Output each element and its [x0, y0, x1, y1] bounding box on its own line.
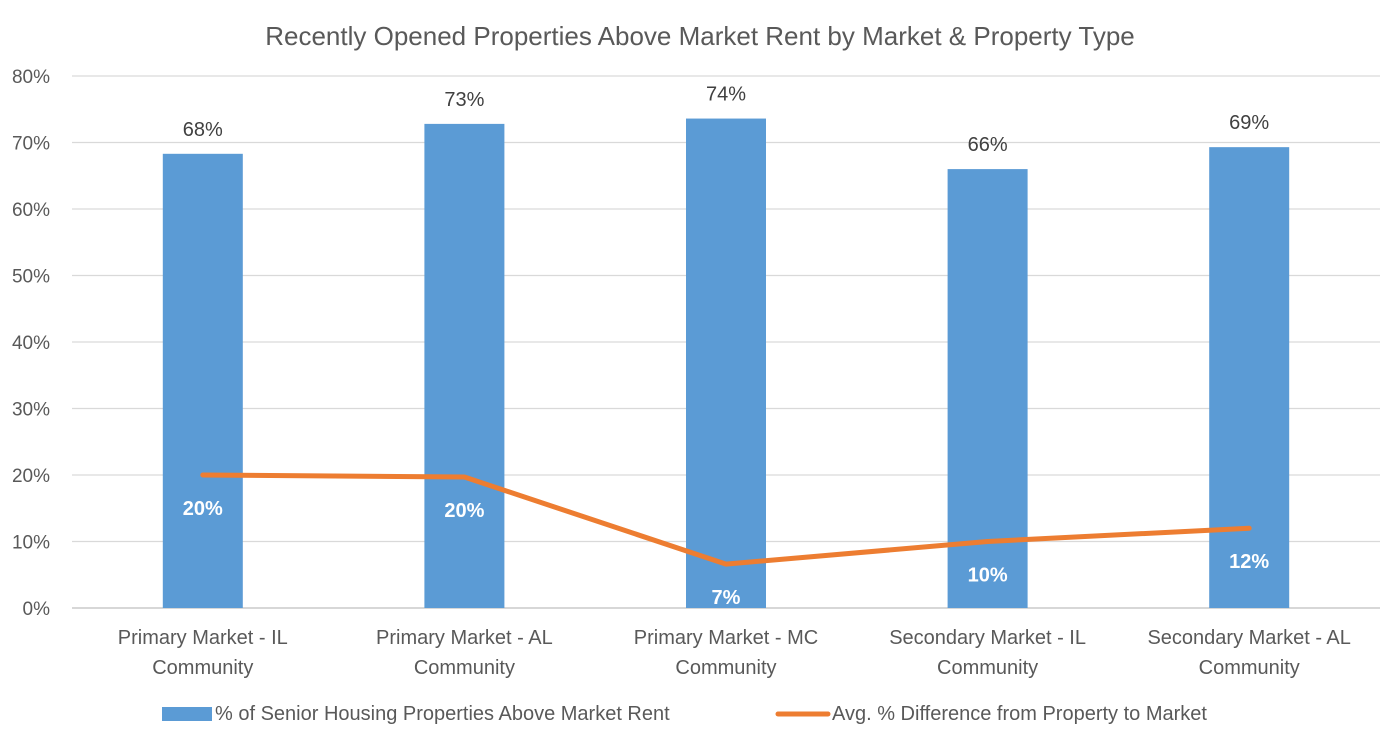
line-data-label: 12%: [1229, 551, 1269, 573]
x-axis-ticks: Primary Market - IL Community Primary Mark…: [118, 627, 1351, 679]
x-tick-label: Primary Market - MC: [634, 627, 818, 649]
y-tick-label: 70%: [12, 134, 50, 155]
legend-label-bar: % of Senior Housing Properties Above Mar…: [215, 703, 670, 725]
bar: [424, 123, 505, 608]
x-tick-label: Secondary Market - IL: [889, 627, 1086, 649]
bar: [947, 169, 1028, 608]
y-tick-label: 50%: [12, 267, 50, 288]
line-data-labels: 20% 20% 7% 10% 12%: [183, 498, 1270, 609]
y-tick-label: 0%: [23, 599, 51, 620]
y-tick-label: 40%: [12, 333, 50, 354]
chart-title: Recently Opened Properties Above Market …: [265, 21, 1135, 51]
bar-data-labels: 68% 73% 74% 66% 69%: [183, 84, 1270, 157]
bar-data-label: 74%: [706, 84, 746, 106]
line-path: [200, 472, 1252, 567]
y-tick-label: 80%: [12, 67, 50, 88]
y-tick-label: 60%: [12, 200, 50, 221]
line-data-label: 20%: [183, 498, 223, 520]
bar: [1209, 147, 1290, 608]
bar: [162, 153, 243, 608]
legend: % of Senior Housing Properties Above Mar…: [162, 703, 1207, 725]
x-tick-label: Primary Market - IL: [118, 627, 288, 649]
x-tick-label: Community: [937, 657, 1038, 679]
y-tick-label: 10%: [12, 533, 50, 554]
legend-label-line: Avg. % Difference from Property to Marke…: [832, 703, 1207, 725]
x-tick-label: Community: [414, 657, 515, 679]
x-tick-label: Secondary Market - AL: [1147, 627, 1350, 649]
bar: [686, 118, 766, 608]
x-tick-label: Community: [152, 657, 253, 679]
line-data-label: 20%: [444, 500, 484, 522]
line-data-label: 10%: [968, 565, 1008, 587]
y-tick-label: 30%: [12, 400, 50, 421]
legend-swatch-bar: [162, 707, 212, 721]
x-tick-label: Community: [1199, 657, 1300, 679]
line-data-label: 7%: [712, 587, 741, 609]
bar-data-label: 66%: [968, 134, 1008, 156]
line-series: [200, 472, 1252, 567]
bar-data-label: 69%: [1229, 112, 1269, 134]
bar-data-label: 73%: [444, 89, 484, 111]
y-tick-label: 20%: [12, 466, 50, 487]
x-tick-label: Primary Market - AL: [376, 627, 553, 649]
y-axis-ticks: 0% 10% 20% 30% 40% 50% 60% 70% 80%: [12, 67, 50, 620]
bar-data-label: 68%: [183, 119, 223, 141]
x-tick-label: Community: [675, 657, 776, 679]
